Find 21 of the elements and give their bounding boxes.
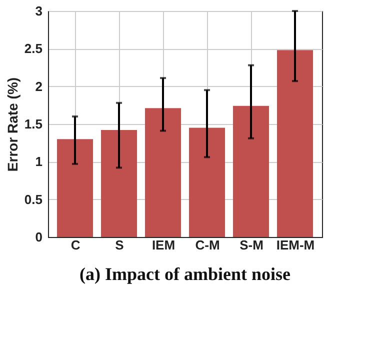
y-tick-label: 1: [35, 154, 42, 170]
y-tick-label: 0.5: [24, 192, 42, 207]
x-tick-label: IEM: [152, 238, 176, 252]
x-tick-label: C-M: [195, 238, 220, 252]
x-tick-label: S: [115, 238, 124, 252]
text: (a) Impact of ambient noise: [80, 264, 290, 284]
bar: [189, 128, 225, 237]
y-tick-label: 2: [35, 78, 42, 94]
y-tick-label: 2.5: [24, 41, 42, 56]
bar: [277, 50, 313, 237]
bar: [101, 130, 137, 237]
x-tick-label: C: [70, 238, 81, 252]
bar: [233, 106, 269, 237]
y-tick-label: 0: [35, 230, 42, 244]
bar: [57, 139, 93, 237]
x-tick-label: IEM-M: [276, 238, 315, 252]
bar: [145, 108, 181, 237]
y-tick-label: 3: [35, 4, 42, 18]
x-tick-label: S-M: [240, 238, 264, 252]
y-axis-title: Error Rate (%): [4, 77, 20, 172]
y-tick-label: 1.5: [24, 116, 42, 132]
